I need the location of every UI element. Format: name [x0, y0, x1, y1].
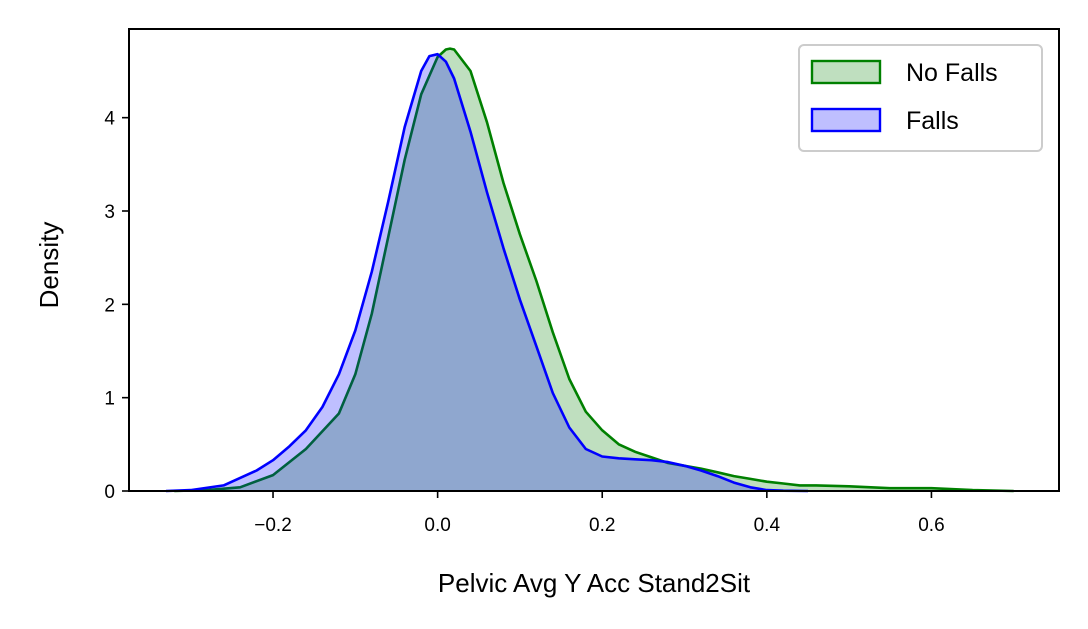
y-tick-label: 4 [104, 109, 115, 130]
y-tick-label: 3 [104, 202, 115, 223]
x-tick-label: 0.2 [589, 515, 615, 536]
legend-label: No Falls [906, 59, 998, 87]
x-axis-label: Pelvic Avg Y Acc Stand2Sit [438, 568, 751, 598]
legend-box [798, 44, 1043, 152]
y-tick-label: 2 [104, 295, 115, 316]
plot-frame [128, 28, 1060, 492]
legend-swatch [810, 59, 882, 85]
legend-swatch [810, 107, 882, 133]
series-layer [165, 47, 1014, 493]
x-tick-label: 0.0 [424, 515, 450, 536]
density-line-no-falls [174, 47, 1014, 493]
x-tick-label: 0.4 [754, 515, 781, 536]
x-tick-label: −0.2 [254, 515, 292, 536]
y-tick-label: 0 [104, 482, 115, 503]
x-axis-ticks: −0.2 0.0 0.2 0.4 0.6 [254, 491, 945, 536]
x-tick-label: 0.6 [918, 515, 944, 536]
y-axis-label: Density [34, 222, 64, 309]
legend-label: Falls [906, 107, 959, 135]
y-tick-label: 1 [104, 389, 115, 410]
y-axis-ticks: 0 1 2 3 4 [104, 109, 129, 503]
density-line-falls [165, 52, 809, 493]
legend: No Falls Falls [798, 44, 1043, 152]
density-area-no-falls [174, 48, 1014, 491]
density-area-falls [166, 54, 808, 491]
